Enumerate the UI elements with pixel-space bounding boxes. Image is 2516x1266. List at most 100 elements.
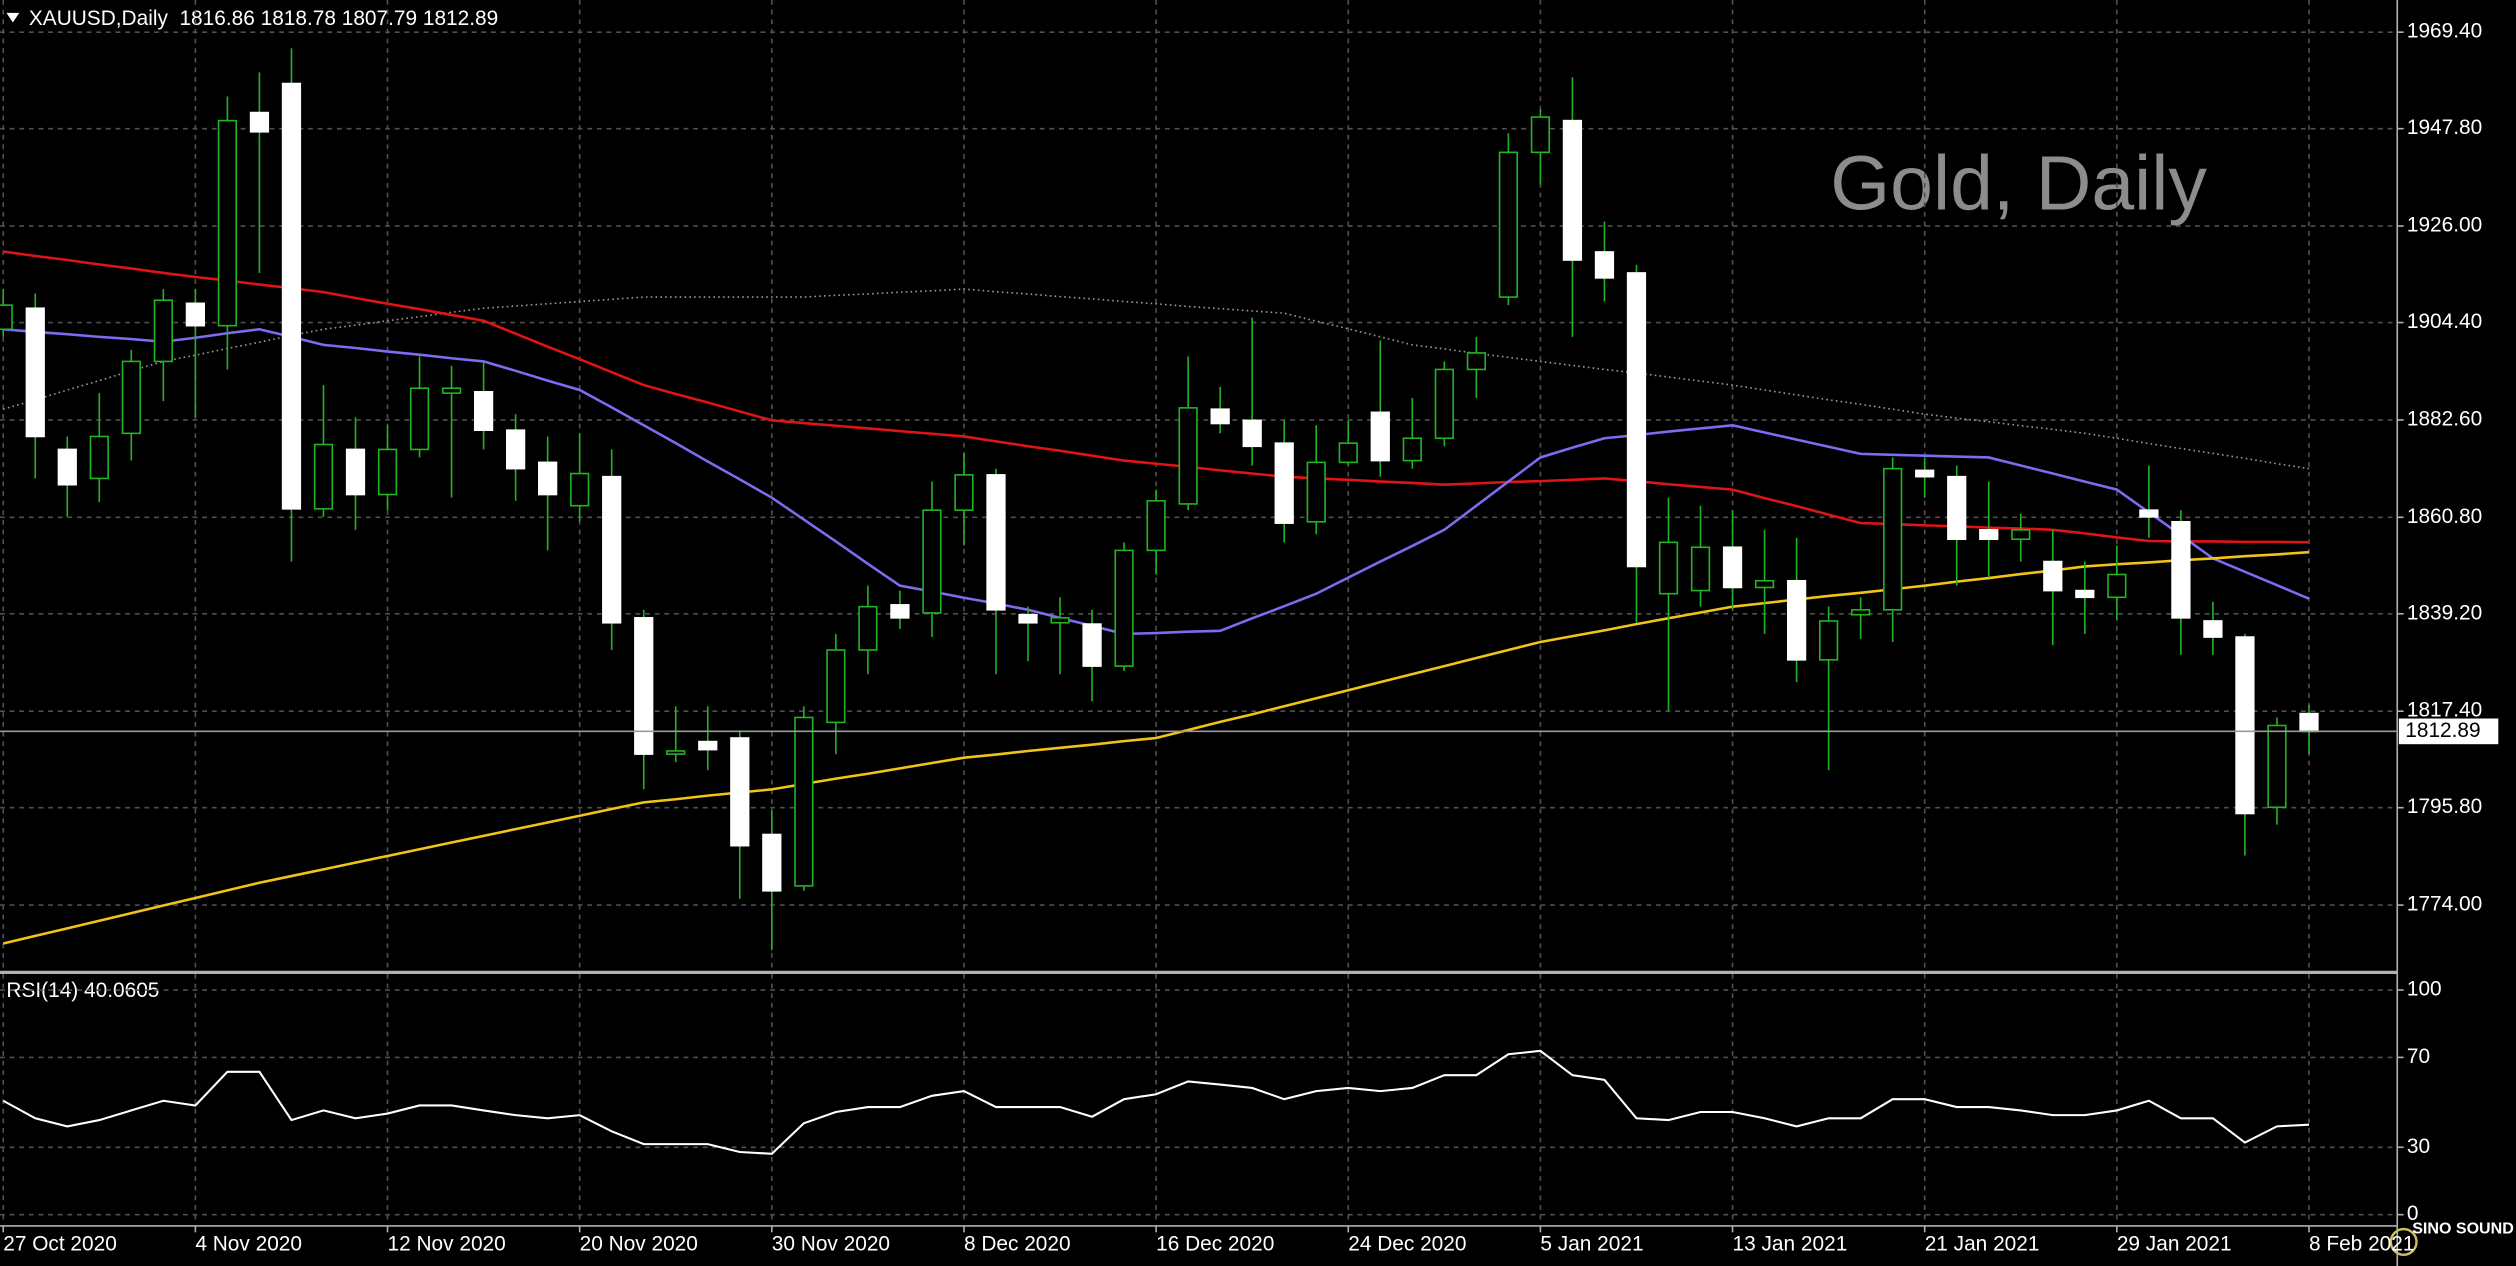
candle-body — [1018, 613, 1038, 624]
candle-body — [1722, 546, 1743, 589]
candle-body — [1050, 617, 1070, 624]
chart-title: XAUUSD,Daily 1816.86 1818.78 1807.79 181… — [29, 7, 498, 30]
candle-body — [1562, 119, 1583, 261]
candle-body — [1210, 408, 1230, 425]
y-tick-label: 1969.40 — [2407, 20, 2482, 43]
last-price-label: 1812.89 — [2405, 719, 2480, 742]
logo: SINO SOUND — [2412, 1219, 2514, 1237]
candle-body — [954, 474, 974, 511]
candle-body — [986, 474, 1006, 611]
y-tick-label: 1817.40 — [2407, 699, 2482, 722]
candle-body — [2043, 560, 2063, 592]
logo-icon — [2389, 1227, 2418, 1256]
y-tick-label: 1774.00 — [2407, 893, 2482, 916]
candle-body — [1883, 467, 1903, 611]
candle-body — [249, 111, 270, 133]
candle-body — [922, 509, 942, 614]
candle-body — [377, 448, 398, 496]
candle-body — [570, 472, 590, 507]
candle-body — [602, 475, 622, 624]
moving-average — [3, 327, 2310, 636]
x-tick-label: 5 Jan 2021 — [1540, 1233, 1643, 1256]
last-price-box — [2398, 718, 2499, 745]
y-tick-label: 1947.80 — [2407, 116, 2482, 139]
y-tick-label: 70 — [2407, 1045, 2430, 1068]
x-tick-label: 13 Jan 2021 — [1733, 1233, 1848, 1256]
candle-body — [1242, 419, 1262, 448]
x-tick-label: 4 Nov 2020 — [195, 1233, 302, 1256]
x-tick-label: 21 Jan 2021 — [1925, 1233, 2040, 1256]
candle-body — [1626, 272, 1647, 568]
candle-body — [666, 750, 686, 755]
candle-body — [1594, 251, 1615, 279]
candle-body — [2299, 712, 2319, 733]
candle-body — [57, 448, 77, 486]
x-tick-label: 20 Nov 2020 — [580, 1233, 698, 1256]
candle-body — [762, 833, 782, 892]
candle-body — [1786, 579, 1807, 661]
y-tick-label: 1882.60 — [2407, 407, 2482, 430]
candle-body — [217, 119, 238, 327]
x-tick-label: 8 Dec 2020 — [964, 1233, 1071, 1256]
x-tick-label: 29 Jan 2021 — [2117, 1233, 2232, 1256]
x-tick-label: 12 Nov 2020 — [388, 1233, 506, 1256]
y-tick-label: 1839.20 — [2407, 601, 2482, 624]
indicator-title: RSI(14) 40.0605 — [6, 979, 159, 1002]
candle-body — [281, 82, 302, 510]
y-tick-label: 1795.80 — [2407, 795, 2482, 818]
candle-body — [858, 605, 878, 651]
candle-body — [698, 740, 718, 751]
candle-body — [2203, 620, 2223, 638]
candle-body — [1690, 546, 1711, 592]
candle-body — [1658, 541, 1679, 595]
candle-body — [2139, 509, 2159, 518]
candle-body — [1146, 499, 1166, 552]
y-tick-label: 1904.40 — [2407, 310, 2482, 333]
candle-body — [1979, 529, 1999, 541]
y-tick-label: 1860.80 — [2407, 505, 2482, 528]
candle-body — [1178, 407, 1198, 505]
x-tick-label: 30 Nov 2020 — [772, 1233, 890, 1256]
candle-body — [890, 604, 910, 619]
candle-body — [2267, 724, 2287, 809]
moving-average — [3, 250, 2310, 544]
y-tick-label: 100 — [2407, 978, 2442, 1001]
candle-body — [2235, 636, 2255, 815]
y-tick-label: 0 — [2407, 1202, 2419, 1225]
candle-body — [634, 617, 654, 755]
candle-body — [313, 443, 334, 510]
x-tick-label: 16 Dec 2020 — [1156, 1233, 1274, 1256]
candle-body — [794, 716, 814, 887]
candle-body — [1370, 411, 1390, 462]
candle-body — [1915, 469, 1935, 478]
candle-body — [1851, 608, 1871, 616]
candle-body — [2107, 573, 2127, 599]
candle-body — [25, 307, 45, 438]
candle-body — [1114, 549, 1134, 667]
candle-body — [1530, 116, 1551, 154]
candle-body — [505, 429, 526, 470]
symbol-menu-arrow[interactable] — [6, 12, 20, 23]
x-tick-label: 24 Dec 2020 — [1348, 1233, 1466, 1256]
candle-body — [1498, 151, 1519, 298]
candle-body — [2075, 589, 2095, 599]
x-tick-label: 8 Feb 2021 — [2309, 1233, 2414, 1256]
candle-body — [185, 302, 206, 327]
candle-body — [1434, 368, 1454, 440]
y-tick-label: 1926.00 — [2407, 214, 2482, 237]
moving-average — [2, 550, 2310, 945]
candle-body — [1338, 442, 1358, 464]
candle-body — [1466, 352, 1486, 371]
candle-body — [121, 360, 141, 435]
indicator-line — [2, 1049, 2310, 1155]
moving-average — [3, 288, 2310, 470]
candle-body — [1754, 579, 1775, 589]
candle-body — [1947, 475, 1967, 541]
candle-body — [1818, 620, 1839, 661]
candle-body — [473, 390, 494, 432]
candle-body — [345, 448, 366, 496]
candle-body — [1082, 623, 1102, 667]
y-tick-label: 30 — [2407, 1135, 2430, 1158]
candle-body — [409, 387, 430, 451]
watermark: Gold, Daily — [1830, 141, 2207, 227]
